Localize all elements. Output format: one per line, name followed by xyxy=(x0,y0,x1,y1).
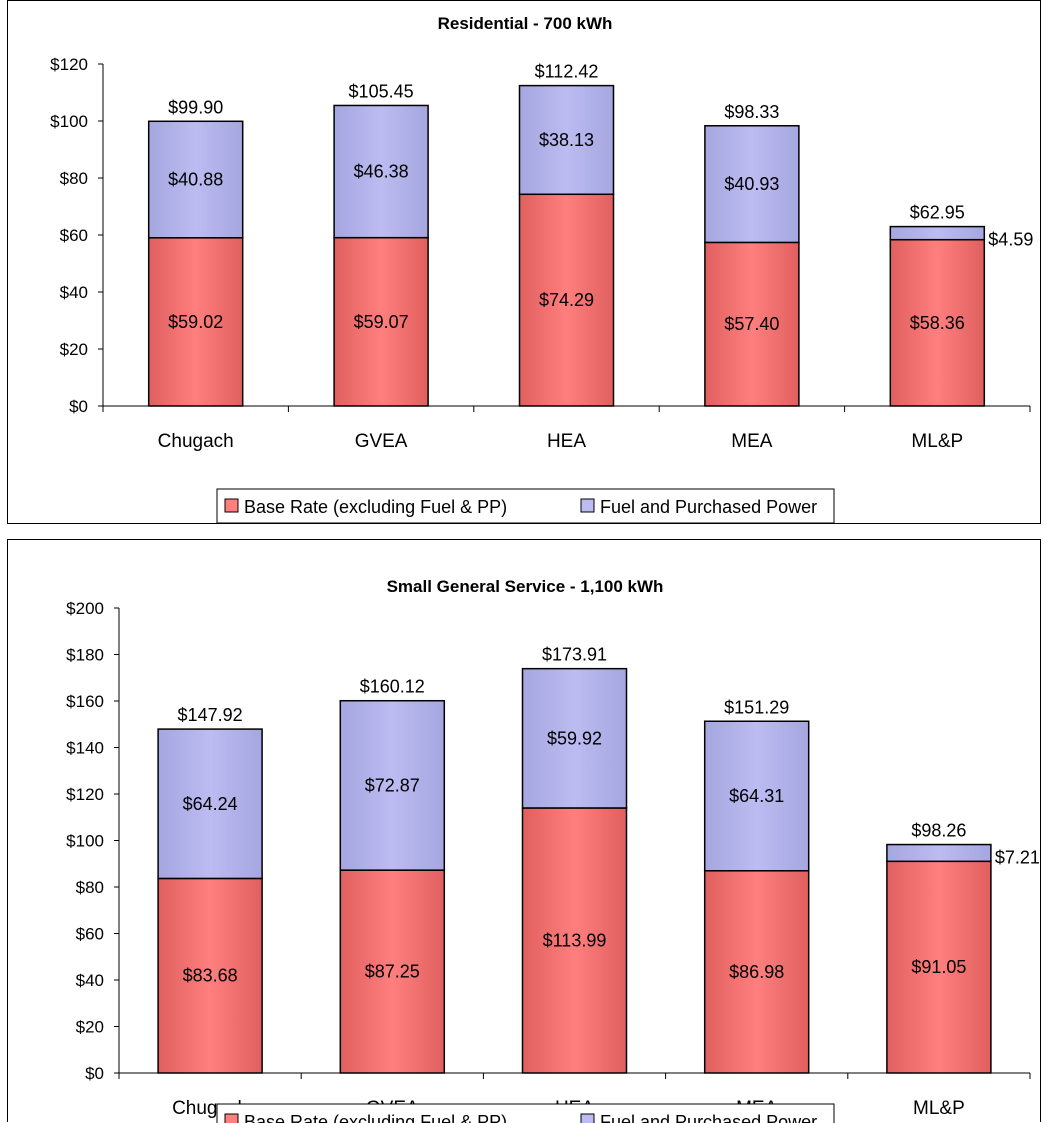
total-label-mlandp: $62.95 xyxy=(910,203,965,223)
legend-swatch-base xyxy=(224,498,239,513)
small-general-service-chart-svg: Small General Service - 1,100 kWh $0 $20 $4… xyxy=(66,577,1040,1123)
data-label-fuel-mlandp: $4.59 xyxy=(988,230,1033,250)
y-tick-label: $0 xyxy=(85,1064,104,1083)
total-label-hea: $173.91 xyxy=(542,645,607,665)
legend-box xyxy=(216,1103,835,1123)
bar-fuel-mea xyxy=(703,720,810,872)
data-label-fuel-chugach: $40.88 xyxy=(168,170,223,190)
y-tick-label: $160 xyxy=(66,692,104,711)
data-label-fuel-mlandp: $7.21 xyxy=(995,848,1040,868)
total-label-gvea: $160.12 xyxy=(360,677,425,697)
legend-swatch-fuel xyxy=(580,498,595,513)
data-label-base-mlandp: $58.36 xyxy=(910,313,965,333)
y-tick-label: $60 xyxy=(60,226,88,245)
data-label-fuel-gvea: $46.38 xyxy=(354,162,409,182)
bar-base-hea xyxy=(518,193,615,407)
y-tick-label: $180 xyxy=(66,646,104,665)
bar-base-chugach xyxy=(157,877,263,1074)
data-label-fuel-hea: $38.13 xyxy=(539,130,594,150)
legend-label-fuel: Fuel and Purchased Power xyxy=(600,1112,817,1123)
y-tick-label: $80 xyxy=(60,169,88,188)
legend-label-fuel: Fuel and Purchased Power xyxy=(600,497,817,517)
total-label-chugach: $99.90 xyxy=(168,97,223,117)
category-label-chugach: Chugach xyxy=(158,431,234,452)
total-label-mlandp: $98.26 xyxy=(911,821,966,841)
bar-fuel-gvea xyxy=(339,699,446,871)
y-tick-label: $120 xyxy=(66,785,104,804)
data-label-fuel-hea: $59.92 xyxy=(547,728,602,748)
residential-chart: Residential - 700 kWh $0 $20 $40 $60 $80 $100 $… xyxy=(7,0,1041,524)
y-tick-label: $20 xyxy=(60,340,88,359)
data-label-base-chugach: $83.68 xyxy=(183,966,238,986)
data-label-base-gvea: $59.07 xyxy=(354,312,409,332)
data-label-base-mea: $86.98 xyxy=(729,962,784,982)
legend-box xyxy=(216,488,835,524)
bar-fuel-chugach xyxy=(147,120,244,239)
bar-fuel-mea xyxy=(704,125,800,244)
category-label-gvea: GVEA xyxy=(355,431,408,452)
y-tick-label: $40 xyxy=(76,971,104,990)
legend-swatch-fuel xyxy=(580,1113,595,1123)
bar-fuel-hea xyxy=(518,84,615,196)
chart-title: Residential - 700 kWh xyxy=(438,14,613,33)
bar-base-mea xyxy=(703,870,810,1074)
data-label-base-hea: $74.29 xyxy=(539,290,594,310)
bar-base-gvea xyxy=(339,869,446,1074)
data-label-fuel-mea: $40.93 xyxy=(724,174,779,194)
category-label-mlandp: ML&P xyxy=(913,1098,965,1119)
data-label-base-mlandp: $91.05 xyxy=(911,957,966,977)
data-label-base-mea: $57.40 xyxy=(724,314,779,334)
bar-fuel-mlandp xyxy=(886,843,992,863)
small-general-service-chart: Small General Service - 1,100 kWh $0 $20 $4… xyxy=(7,539,1041,1123)
y-tick-label: $80 xyxy=(76,878,104,897)
bar-fuel-hea xyxy=(521,667,628,809)
data-label-fuel-gvea: $72.87 xyxy=(365,775,420,795)
bar-base-gvea xyxy=(333,236,429,407)
total-label-chugach: $147.92 xyxy=(178,705,243,725)
y-tick-label: $60 xyxy=(76,925,104,944)
total-label-mea: $151.29 xyxy=(724,697,789,717)
bar-fuel-gvea xyxy=(333,104,429,239)
category-label-mlandp: ML&P xyxy=(911,431,963,452)
y-tick-label: $100 xyxy=(66,832,104,851)
data-label-fuel-chugach: $64.24 xyxy=(183,794,238,814)
legend-label-base: Base Rate (excluding Fuel & PP) xyxy=(244,497,507,517)
y-tick-label: $200 xyxy=(66,599,104,618)
y-tick-label: $120 xyxy=(50,55,88,74)
legend-swatch-base xyxy=(224,1113,239,1123)
y-tick-label: $40 xyxy=(60,283,88,302)
data-label-fuel-mea: $64.31 xyxy=(729,786,784,806)
category-label-hea: HEA xyxy=(547,431,586,452)
total-label-hea: $112.42 xyxy=(535,62,599,82)
y-tick-label: $100 xyxy=(50,112,88,131)
residential-chart-svg: Residential - 700 kWh $0 $20 $40 $60 $80 $100 $… xyxy=(50,14,1033,524)
total-label-gvea: $105.45 xyxy=(349,81,414,101)
data-label-base-hea: $113.99 xyxy=(543,930,607,950)
data-label-base-chugach: $59.02 xyxy=(168,312,223,332)
bar-base-hea xyxy=(521,807,628,1074)
y-tick-label: $0 xyxy=(69,397,88,416)
bar-base-mlandp xyxy=(886,860,992,1074)
total-label-mea: $98.33 xyxy=(724,102,779,122)
bar-fuel-mlandp xyxy=(889,225,986,241)
bar-fuel-chugach xyxy=(157,728,263,880)
y-tick-label: $20 xyxy=(76,1018,104,1037)
chart-title: Small General Service - 1,100 kWh xyxy=(387,577,664,596)
data-label-base-gvea: $87.25 xyxy=(365,962,420,982)
y-tick-label: $140 xyxy=(66,739,104,758)
bar-base-mlandp xyxy=(889,238,986,407)
legend-label-base: Base Rate (excluding Fuel & PP) xyxy=(244,1112,507,1123)
category-label-mea: MEA xyxy=(731,431,773,452)
bar-base-chugach xyxy=(147,237,244,407)
